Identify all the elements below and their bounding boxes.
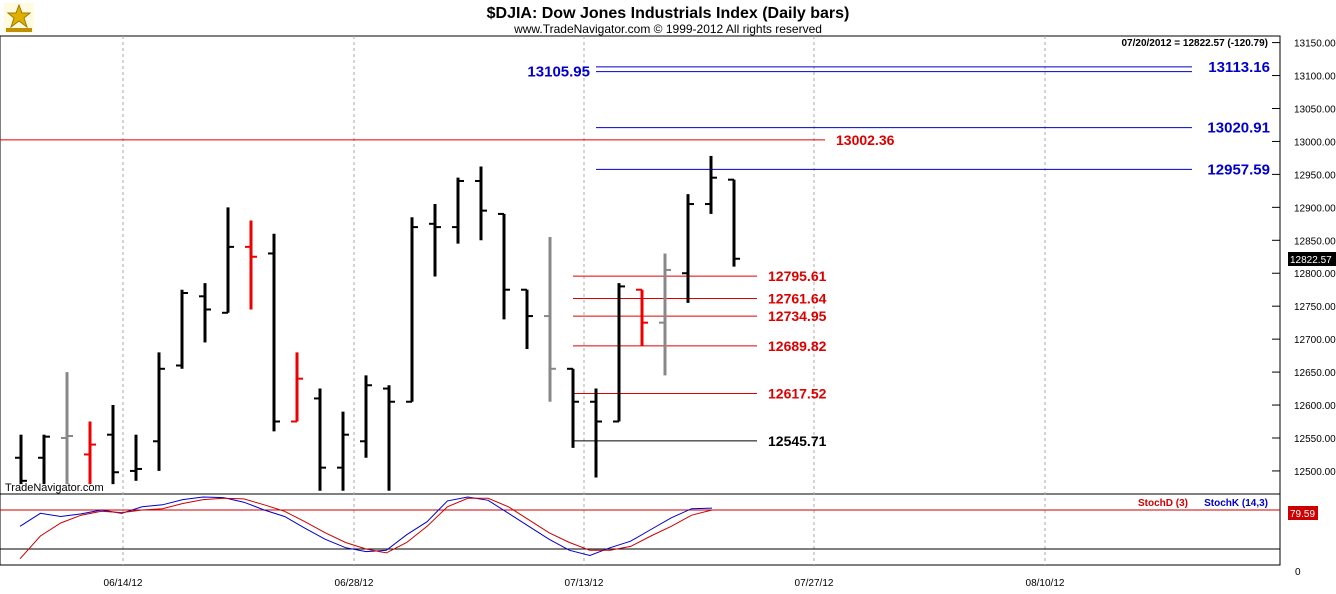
- level-label: 12545.71: [768, 433, 827, 449]
- price-bar: [38, 434, 50, 485]
- price-bar: [521, 288, 533, 350]
- x-tick-label: 06/28/12: [335, 578, 374, 589]
- price-bar: [15, 434, 27, 485]
- price-bar: [567, 367, 579, 448]
- stoch-panel-frame: [0, 493, 1281, 566]
- y-tick-label: 13000.00: [1294, 137, 1336, 148]
- stoch-k-legend: StochK (14,3): [1204, 498, 1268, 509]
- stoch-d-legend: StochD (3): [1138, 498, 1188, 509]
- y-tick-label: 12700.00: [1294, 335, 1336, 346]
- price-bar: [636, 288, 648, 346]
- y-tick-label: 12950.00: [1294, 170, 1336, 181]
- stoch-d-line: [19, 497, 713, 560]
- level-label: 13002.36: [836, 132, 895, 148]
- price-bar: [107, 405, 119, 485]
- price-bar: [705, 155, 717, 214]
- price-bar: [429, 204, 441, 277]
- price-bar: [613, 283, 625, 423]
- price-bar: [406, 217, 418, 403]
- level-label: 13113.16: [1208, 59, 1270, 76]
- price-bar: [245, 220, 257, 310]
- price-bar: [222, 207, 234, 314]
- x-tick-label: 07/27/12: [795, 578, 834, 589]
- level-label: 12957.59: [1207, 161, 1270, 178]
- price-axis-ticks: 13150.00 13100.00 13050.00 13000.00 12950.00…: [1294, 39, 1336, 478]
- y-tick-label: 12850.00: [1294, 236, 1336, 247]
- price-bar: [383, 385, 395, 491]
- price-bar: [84, 421, 96, 485]
- level-label: 13105.95: [527, 64, 590, 81]
- y-tick-label: 12650.00: [1294, 368, 1336, 379]
- stoch-k-line: [19, 496, 713, 557]
- price-bar: [728, 178, 740, 267]
- chart-title: $DJIA: Dow Jones Industrials Index (Dail…: [487, 5, 850, 22]
- level-label: 12795.61: [768, 268, 827, 284]
- price-bar: [682, 194, 694, 303]
- price-panel-frame: [0, 35, 1281, 495]
- stochastic-panel: [0, 496, 1280, 560]
- level-label: 13020.91: [1207, 120, 1270, 137]
- price-bar: [452, 177, 464, 244]
- price-bar: [130, 434, 142, 481]
- date-axis-ticks: 06/14/12 06/28/12 07/13/12 07/27/12 08/10/12: [104, 578, 1065, 589]
- price-bars: [15, 155, 740, 491]
- x-tick-label: 06/14/12: [104, 578, 143, 589]
- level-label: 12761.64: [768, 291, 827, 307]
- price-bar: [153, 352, 165, 471]
- price-bar: [268, 233, 280, 432]
- y-tick-label: 12600.00: [1294, 401, 1336, 412]
- price-bar: [61, 372, 73, 485]
- level-label: 12734.95: [768, 308, 827, 324]
- y-tick-label: 12500.00: [1294, 467, 1336, 478]
- price-bar: [314, 388, 326, 491]
- price-bar: [659, 253, 671, 376]
- y-tick-label: 12900.00: [1294, 203, 1336, 214]
- price-bar: [360, 375, 372, 458]
- stoch-zero-label: 0: [1295, 567, 1301, 578]
- y-tick-label: 12550.00: [1294, 434, 1336, 445]
- price-bar: [199, 283, 211, 343]
- last-value-badge: [1288, 252, 1336, 266]
- y-tick-label: 13050.00: [1294, 104, 1336, 115]
- level-label: 12617.52: [768, 385, 827, 401]
- y-tick-label: 13100.00: [1294, 72, 1336, 83]
- watermark: TradeNavigator.com: [5, 482, 104, 494]
- price-bar: [176, 289, 188, 369]
- price-bar: [498, 212, 510, 320]
- x-tick-label: 07/13/12: [565, 578, 604, 589]
- chart-subtitle: www.TradeNavigator.com © 1999-2012 All r…: [513, 22, 822, 36]
- y-tick-label: 12800.00: [1294, 269, 1336, 280]
- trade-navigator-logo: [4, 3, 34, 33]
- level-label: 12689.82: [768, 338, 827, 354]
- y-tick-label: 12750.00: [1294, 302, 1336, 313]
- stoch-badge: [1288, 506, 1318, 520]
- status-line: 07/20/2012 = 12822.57 (-120.79): [1121, 38, 1268, 49]
- grid: [122, 36, 1280, 565]
- last-value-label: 12822.57: [1290, 255, 1332, 266]
- y-tick-label: 13150.00: [1294, 39, 1336, 50]
- level-lines: 13113.16 13105.95 13020.91 13002.36 12957.59…: [0, 59, 1270, 449]
- price-bar: [291, 352, 303, 423]
- stoch-badge-label: 79.59: [1290, 509, 1315, 520]
- x-tick-label: 08/10/12: [1026, 578, 1065, 589]
- price-bar: [590, 388, 602, 478]
- price-bar: [475, 166, 487, 241]
- price-bar: [337, 411, 349, 491]
- price-bar: [544, 236, 556, 402]
